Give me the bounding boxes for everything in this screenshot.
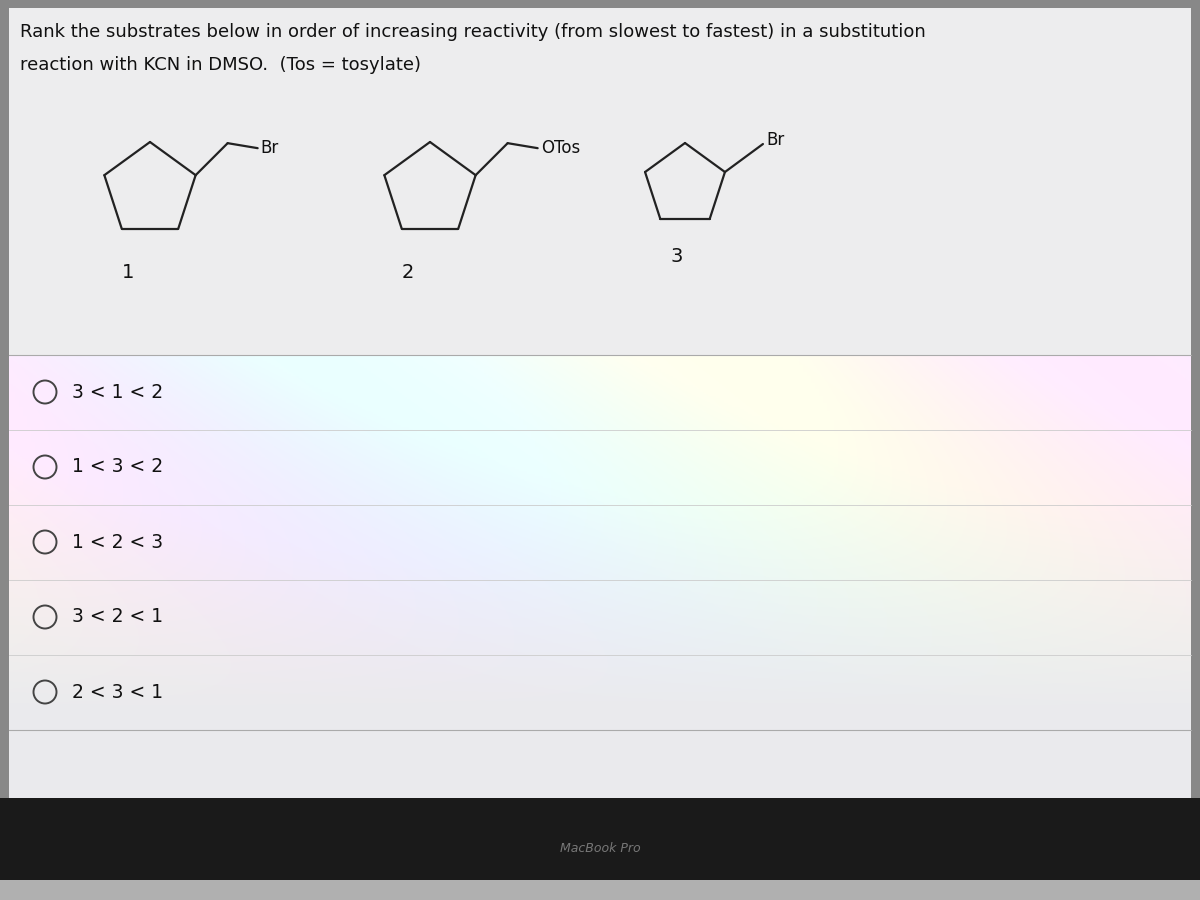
Text: Br: Br (260, 140, 278, 158)
Text: MacBook Pro: MacBook Pro (559, 842, 641, 854)
Text: reaction with KCN in DMSO.  (Tos = tosylate): reaction with KCN in DMSO. (Tos = tosyla… (20, 56, 421, 74)
Text: Rank the substrates below in order of increasing reactivity (from slowest to fas: Rank the substrates below in order of in… (20, 23, 925, 41)
Text: 3 < 2 < 1: 3 < 2 < 1 (72, 608, 163, 626)
Text: 2: 2 (402, 263, 414, 282)
FancyBboxPatch shape (10, 8, 1190, 798)
FancyBboxPatch shape (0, 0, 1200, 805)
FancyBboxPatch shape (0, 880, 1200, 900)
Text: 1: 1 (122, 263, 134, 282)
Text: 1 < 2 < 3: 1 < 2 < 3 (72, 533, 163, 552)
FancyBboxPatch shape (0, 798, 1200, 900)
FancyBboxPatch shape (10, 8, 1190, 355)
Text: 1 < 3 < 2: 1 < 3 < 2 (72, 457, 163, 476)
Text: OTos: OTos (541, 140, 580, 158)
Text: Br: Br (766, 131, 784, 149)
Text: 3: 3 (671, 248, 683, 266)
Text: 3 < 1 < 2: 3 < 1 < 2 (72, 382, 163, 401)
Text: 2 < 3 < 1: 2 < 3 < 1 (72, 682, 163, 701)
